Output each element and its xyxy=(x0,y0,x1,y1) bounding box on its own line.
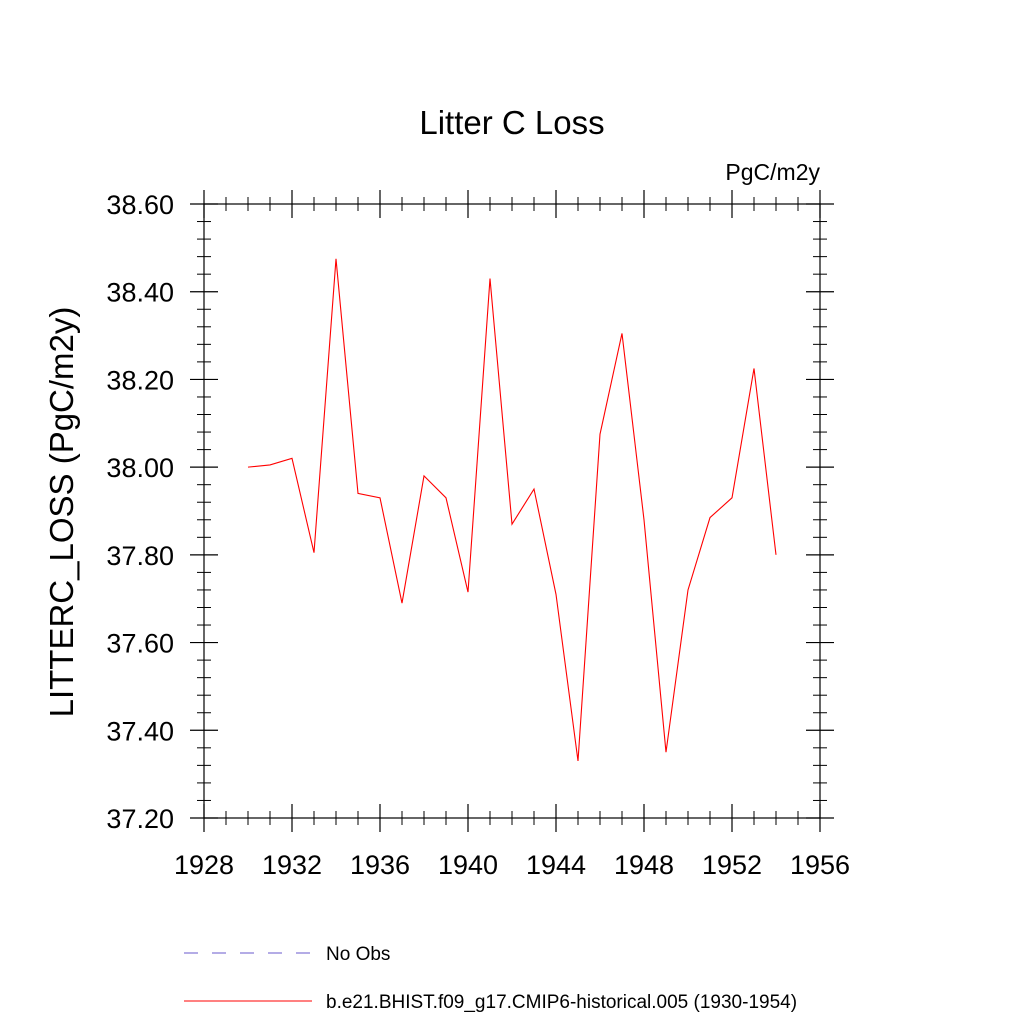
legend-label: No Obs xyxy=(326,944,390,965)
y-tick-label: 37.80 xyxy=(106,541,174,571)
plot-frame xyxy=(203,203,821,819)
y-tick-label: 38.00 xyxy=(106,453,174,483)
y-tick-label: 37.20 xyxy=(106,804,174,834)
axis-tick-labels: 1928 1932 1936 1940 1944 1948 1952 1956 37.20 37.… xyxy=(106,190,850,880)
legend: No Obs b.e21.BHIST.f09_g17.CMIP6-historic… xyxy=(184,944,797,1013)
y-tick-label: 38.40 xyxy=(106,278,174,308)
x-tick-label: 1948 xyxy=(614,850,674,880)
x-tick-label: 1928 xyxy=(174,850,234,880)
x-tick-label: 1936 xyxy=(350,850,410,880)
chart-title: Litter C Loss xyxy=(419,104,604,141)
y-tick-label: 38.60 xyxy=(106,190,174,220)
y-axis-label: LITTERC_LOSS (PgC/m2y) xyxy=(43,307,80,718)
x-tick-label: 1952 xyxy=(702,850,762,880)
legend-label: b.e21.BHIST.f09_g17.CMIP6-historical.005… xyxy=(326,992,797,1013)
units-label: PgC/m2y xyxy=(725,159,820,185)
x-tick-label: 1932 xyxy=(262,850,322,880)
x-tick-label: 1956 xyxy=(790,850,850,880)
y-tick-label: 37.40 xyxy=(106,716,174,746)
axis-ticks xyxy=(190,190,834,832)
series-line xyxy=(247,258,777,762)
x-tick-label: 1944 xyxy=(526,850,586,880)
data-series xyxy=(247,258,777,762)
y-tick-label: 38.20 xyxy=(106,365,174,395)
y-tick-label: 37.60 xyxy=(106,629,174,659)
x-tick-label: 1940 xyxy=(438,850,498,880)
